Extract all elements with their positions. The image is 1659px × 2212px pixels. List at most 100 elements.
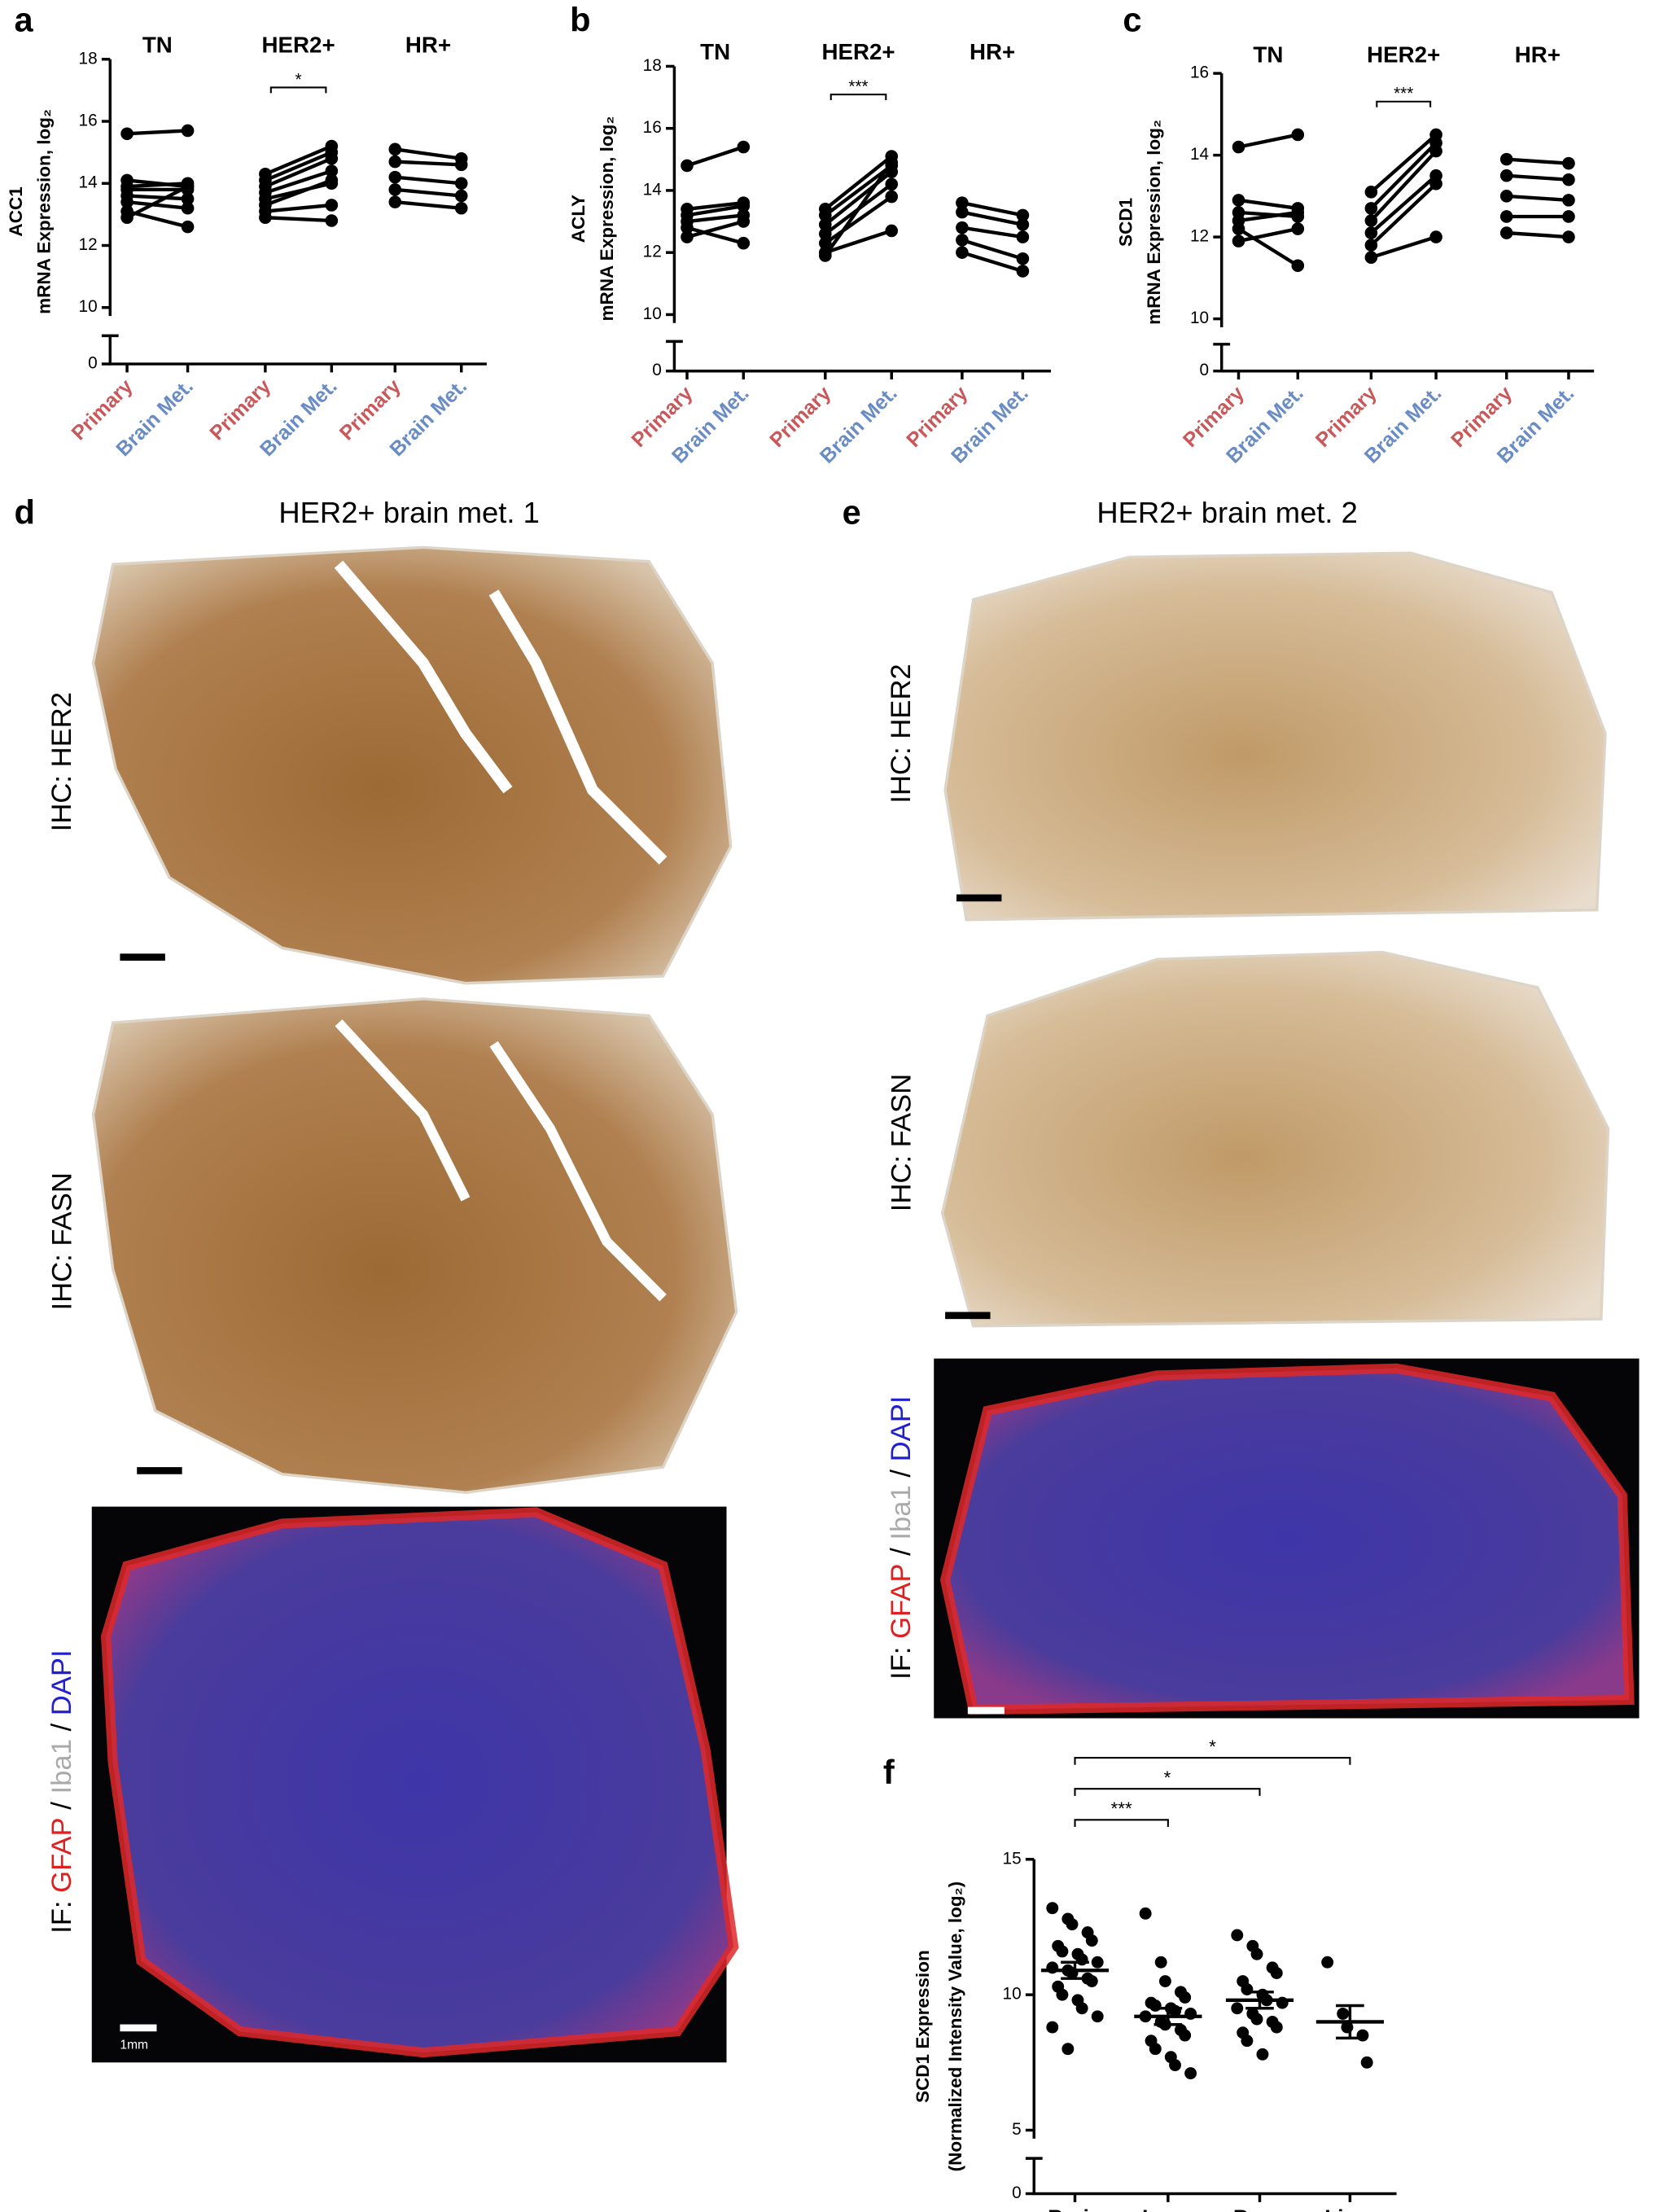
pair-line — [686, 204, 744, 217]
y-tick-label: 14 — [643, 180, 662, 199]
point — [1360, 2056, 1373, 2069]
point — [259, 211, 272, 224]
point — [181, 124, 195, 138]
stain-label: IHC: FASN — [46, 1172, 77, 1310]
stain-label: IHC: HER2 — [886, 664, 917, 803]
point — [1149, 2000, 1162, 2012]
tissue-section — [91, 997, 738, 1495]
point — [181, 180, 195, 193]
pair-line — [961, 251, 1024, 274]
point — [454, 201, 468, 215]
y-tick-label: 16 — [1190, 64, 1209, 82]
point — [681, 221, 694, 234]
pair-line — [824, 170, 893, 226]
point — [956, 234, 969, 247]
y-tick-label: 10 — [79, 297, 98, 316]
significance-label: *** — [1394, 85, 1413, 103]
scale-bar — [137, 1467, 182, 1474]
tissue-section — [940, 950, 1610, 1328]
y-tick-label: 0 — [1200, 361, 1210, 379]
point — [1256, 2048, 1269, 2061]
point — [1499, 190, 1513, 203]
point — [1075, 1953, 1088, 1966]
scale-bar-label: 1mm — [120, 2039, 148, 2052]
pair-line — [824, 195, 893, 245]
scale-bar — [120, 953, 165, 961]
tissue-crack — [334, 560, 668, 865]
significance-label: * — [1209, 1737, 1216, 1757]
significance-bracket — [269, 86, 327, 94]
point — [737, 140, 751, 154]
point — [1016, 218, 1030, 231]
x-tick-label: Lung — [1142, 2205, 1194, 2212]
point — [454, 177, 468, 191]
pair-line — [1237, 227, 1299, 268]
y-tick-label: 16 — [643, 118, 662, 137]
pair-line — [126, 182, 188, 189]
group-label: HR+ — [970, 39, 1015, 64]
point — [1291, 259, 1305, 273]
group-label: HER2+ — [821, 39, 895, 64]
point — [1364, 214, 1378, 227]
point — [1232, 194, 1245, 207]
point — [1562, 173, 1575, 186]
pair-line — [265, 216, 332, 223]
point — [819, 249, 832, 262]
pair-line — [265, 169, 333, 195]
pair-line — [686, 145, 744, 168]
point — [1291, 128, 1305, 142]
pair-line — [1506, 230, 1569, 239]
point — [737, 215, 751, 228]
point — [1499, 169, 1513, 182]
point — [1231, 1929, 1244, 1942]
stain-label: IHC: FASN — [886, 1074, 917, 1211]
pair-line — [686, 201, 744, 211]
point — [1364, 251, 1378, 265]
panel-letter: a — [14, 1, 33, 39]
y-tick-label: 15 — [1003, 1849, 1022, 1868]
point — [1364, 239, 1378, 252]
pair-line — [395, 199, 462, 210]
group-label: HR+ — [405, 33, 451, 58]
pair-line — [126, 199, 188, 210]
y-tick-label: 10 — [643, 304, 662, 323]
y-tick-label: 14 — [79, 173, 98, 192]
pair-line — [824, 164, 893, 217]
point — [819, 218, 832, 231]
y-tick-label: 0 — [1012, 2184, 1022, 2202]
y-axis-label: mRNA Expression, log₂ — [34, 109, 55, 314]
stain-label-part: Iba1 — [886, 1485, 917, 1540]
stain-label: IHC: HER2 — [46, 692, 77, 831]
y-tick-label: 5 — [1012, 2120, 1022, 2139]
scale-bar — [967, 1706, 1005, 1715]
pair-line — [961, 210, 1023, 226]
point — [1499, 210, 1513, 223]
x-tick-label: Liver — [1324, 2205, 1375, 2212]
point — [1232, 234, 1245, 247]
point — [1337, 2007, 1350, 2020]
pair-line — [1506, 194, 1569, 203]
point — [1321, 1956, 1334, 1969]
pair-line — [686, 219, 744, 239]
pair-line — [1238, 210, 1298, 219]
significance-bracket — [1074, 1819, 1169, 1827]
point — [1270, 2021, 1283, 2034]
panel-letter: e — [843, 493, 861, 531]
point — [1291, 222, 1305, 235]
pair-line — [265, 156, 333, 189]
group-label: HER2+ — [262, 33, 335, 58]
y-tick-label: 0 — [88, 354, 98, 373]
point — [1091, 1956, 1104, 1969]
point — [181, 192, 195, 206]
pair-line — [1369, 174, 1438, 234]
panel-letter: b — [570, 1, 590, 39]
point — [1232, 222, 1245, 235]
y-tick-label: 18 — [79, 49, 98, 68]
y-tick-label: 12 — [643, 243, 662, 261]
scale-bar — [120, 2024, 157, 2032]
point — [1562, 156, 1575, 170]
point — [388, 170, 402, 184]
pair-line — [1506, 173, 1569, 182]
panel-title: HER2+ brain met. 2 — [1097, 496, 1357, 529]
